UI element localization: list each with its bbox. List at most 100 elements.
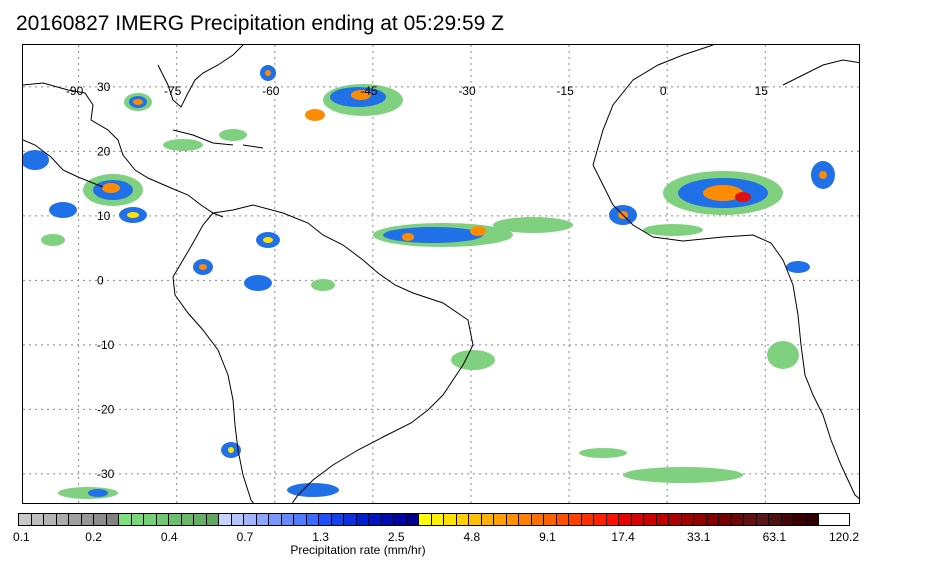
storm-cell-atlantic-north (305, 84, 403, 121)
colorbar-cell (231, 514, 244, 525)
colorbar-cell (169, 514, 182, 525)
colorbar-cell (644, 514, 657, 525)
colorbar-tick-2: 0.4 (160, 530, 178, 544)
colorbar-cell (256, 514, 269, 525)
colorbar-tick-7: 9.1 (539, 530, 556, 544)
colorbar-cell (419, 514, 432, 525)
lat-label-5: -20 (97, 402, 115, 416)
colorbar-cell (719, 514, 732, 525)
colorbar-tick-4: 1.3 (312, 530, 329, 544)
lat-label-4: -10 (97, 338, 115, 352)
longitude-labels: -90 -75 -60 -45 -30 -15 0 15 (66, 84, 768, 98)
colorbar-cell (331, 514, 344, 525)
colorbar-cell (31, 514, 44, 525)
lon-label-7: 15 (755, 84, 769, 98)
colorbar-tick-11: 120.2 (828, 530, 860, 544)
colorbar-cell (344, 514, 357, 525)
latitude-labels: 30 20 10 0 -10 -20 -30 (97, 80, 115, 481)
itcz-band (373, 217, 573, 247)
colorbar-cell (506, 514, 519, 525)
colorbar-cell (356, 514, 369, 525)
colorbar-tick-8: 17.4 (611, 530, 635, 544)
storm-cell-west-africa (609, 161, 835, 273)
lon-label-5: -15 (556, 84, 574, 98)
colorbar-cell (156, 514, 169, 525)
lon-label-2: -60 (262, 84, 280, 98)
colorbar-cell (631, 514, 644, 525)
map-canvas: -90 -75 -60 -45 -30 -15 0 15 30 20 10 0 -10 -20 -30 (23, 45, 859, 503)
colorbar-cell (694, 514, 707, 525)
storm-cell-caribbean (163, 65, 276, 151)
colorbar-cell (531, 514, 544, 525)
lat-label-1: 20 (97, 144, 111, 158)
colorbar-cell (394, 514, 407, 525)
colorbar-cell (806, 514, 819, 525)
colorbar-tick-5: 2.5 (387, 530, 405, 544)
lat-label-6: -30 (97, 467, 115, 481)
colorbar-cell (706, 514, 719, 525)
precipitation-colorbar (18, 513, 850, 526)
colorbar-cell (144, 514, 157, 525)
colorbar-cell (469, 514, 482, 525)
colorbar-cell (594, 514, 607, 525)
precipitation-cells (23, 65, 835, 499)
colorbar-cell (106, 514, 119, 525)
colorbar-tick-9: 33.1 (687, 530, 711, 544)
coastlines (23, 45, 859, 503)
colorbar-cell (294, 514, 307, 525)
lat-label-2: 10 (97, 209, 111, 223)
lon-label-3: -45 (360, 84, 378, 98)
colorbar-cell (681, 514, 694, 525)
storm-cell-gulf (124, 93, 152, 111)
storm-cell-south-america-north (193, 232, 335, 291)
colorbar-cell (731, 514, 744, 525)
colorbar-cell (131, 514, 144, 525)
colorbar-cell (606, 514, 619, 525)
colorbar-cell (744, 514, 757, 525)
colorbar-cell (119, 514, 132, 525)
colorbar-tick-3: 0.7 (236, 530, 254, 544)
lon-label-6: 0 (660, 84, 667, 98)
colorbar-tick-1: 0.2 (85, 530, 102, 544)
colorbar-cell (44, 514, 57, 525)
colorbar-tick-labels: 0.1 0.2 0.4 0.7 1.3 2.5 4.8 9.1 17.4 33.1 63.1 120.… (0, 530, 944, 544)
colorbar-cell (494, 514, 507, 525)
colorbar-tick-6: 4.8 (463, 530, 481, 544)
storm-cell-southern (58, 341, 799, 499)
colorbar-cell (481, 514, 494, 525)
lon-label-4: -30 (458, 84, 476, 98)
colorbar-cell (56, 514, 69, 525)
colorbar-cell (194, 514, 207, 525)
colorbar-cell (444, 514, 457, 525)
colorbar-cell (769, 514, 782, 525)
lon-label-0: -90 (66, 84, 84, 98)
colorbar-cell (94, 514, 107, 525)
colorbar-cell (669, 514, 682, 525)
colorbar-tick-0: 0.1 (12, 530, 30, 544)
lat-label-0: 30 (97, 80, 111, 94)
colorbar-cell (756, 514, 769, 525)
colorbar-cell (381, 514, 394, 525)
colorbar-cell (581, 514, 594, 525)
colorbar-cell (544, 514, 557, 525)
colorbar-cell (519, 514, 532, 525)
lat-lon-grid (23, 45, 859, 503)
colorbar-cell (456, 514, 469, 525)
colorbar-label: Precipitation rate (mm/hr) (290, 543, 426, 557)
colorbar-cell (369, 514, 382, 525)
colorbar-cell (244, 514, 257, 525)
colorbar-cell (269, 514, 282, 525)
colorbar-cell (306, 514, 319, 525)
colorbar-cell (556, 514, 569, 525)
page-title: 20160827 IMERG Precipitation ending at 0… (16, 12, 504, 35)
colorbar-cell (181, 514, 194, 525)
storm-cell-central-america (23, 150, 147, 246)
colorbar-cell (406, 514, 419, 525)
lat-label-3: 0 (97, 273, 104, 287)
colorbar-cell (281, 514, 294, 525)
colorbar-cell (319, 514, 332, 525)
colorbar-cell (656, 514, 669, 525)
colorbar-cell (19, 514, 32, 525)
colorbar-cell (69, 514, 82, 525)
colorbar-cell (781, 514, 794, 525)
